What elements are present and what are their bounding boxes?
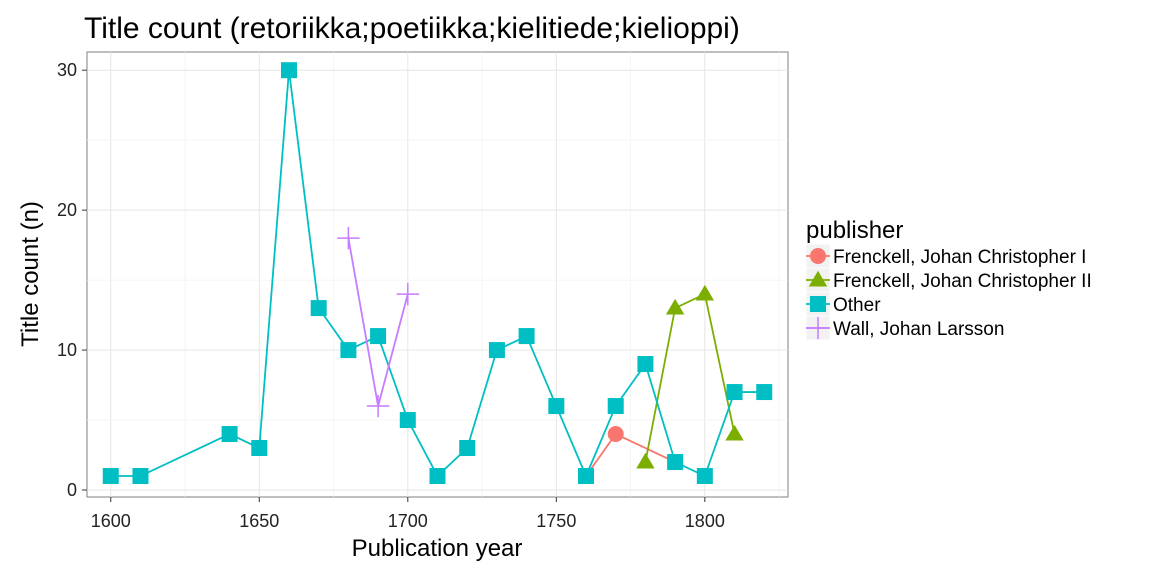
data-point (337, 226, 360, 250)
x-tick-label: 1650 (239, 511, 279, 531)
data-point (665, 298, 685, 315)
x-tick-label: 1750 (536, 511, 576, 531)
legend-key (805, 267, 831, 293)
grid-lines (87, 52, 788, 497)
legend-label: Other (833, 295, 881, 316)
data-point (310, 300, 327, 317)
y-tick-label: 30 (57, 60, 77, 80)
y-axis-title: Title count (n) (17, 201, 44, 347)
legend-title: publisher (806, 217, 903, 244)
data-point (340, 342, 357, 359)
data-point (725, 424, 744, 441)
legend-label: Frenckell, Johan Christopher I (833, 247, 1086, 268)
legend-key-marker (810, 248, 826, 264)
y-tick-label: 20 (57, 200, 77, 220)
legend-key (805, 315, 831, 341)
chart-title: Title count (retoriikka;poetiikka;kielit… (84, 12, 740, 45)
data-point (695, 284, 715, 301)
legend-key-marker (810, 296, 826, 312)
data-point (578, 468, 595, 485)
data-point (607, 426, 624, 443)
legend: publisher Frenckell, Johan Christopher I… (805, 217, 1092, 341)
data-point (399, 412, 416, 429)
data-point (132, 468, 149, 485)
data-point (366, 394, 390, 418)
x-tick-label: 1800 (685, 511, 725, 531)
data-point (667, 454, 684, 471)
y-tick-label: 0 (67, 480, 77, 500)
data-point (756, 384, 773, 401)
data-point (429, 468, 446, 485)
legend-key-marker (806, 316, 830, 340)
axis-ticks: 1600 1650 1700 1750 1800 0 10 20 30 (57, 60, 725, 531)
data-point (396, 282, 419, 306)
legend-key-marker (808, 270, 828, 287)
x-axis-title: Publication year (352, 535, 523, 562)
data-point (726, 384, 743, 401)
data-point (548, 398, 565, 415)
data-point (636, 452, 655, 469)
data-point (459, 440, 476, 457)
legend-label: Wall, Johan Larsson (833, 319, 1004, 340)
plot-panel (86, 51, 789, 498)
x-tick-label: 1700 (388, 511, 428, 531)
data-point (102, 468, 119, 485)
data-point (251, 440, 268, 457)
legend-key (805, 243, 831, 269)
data-point (221, 426, 238, 443)
series-line-1 (644, 292, 736, 463)
data-point (370, 328, 387, 345)
data-point (607, 398, 624, 415)
data-point (280, 62, 297, 79)
legend-key (805, 291, 831, 317)
legend-label: Frenckell, Johan Christopher II (833, 271, 1092, 292)
data-point (518, 328, 535, 345)
data-series (102, 62, 773, 485)
y-tick-label: 10 (57, 340, 77, 360)
data-point (696, 468, 713, 485)
data-point (637, 356, 654, 373)
x-tick-label: 1600 (91, 511, 131, 531)
data-point (488, 342, 505, 359)
